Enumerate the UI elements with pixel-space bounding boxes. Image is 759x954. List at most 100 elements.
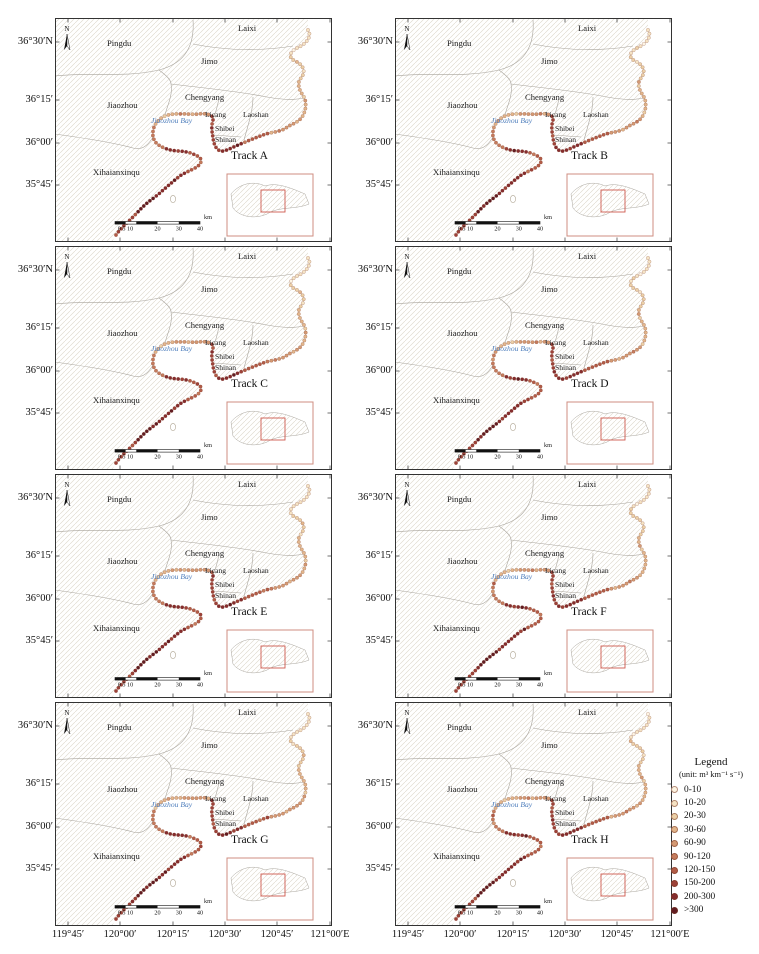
flux-dot	[194, 112, 199, 117]
flux-dot	[114, 461, 118, 465]
flux-dot	[172, 178, 177, 183]
scalebar-label-0: 0 5 10	[458, 454, 473, 461]
flux-dot	[210, 122, 215, 126]
flux-dot	[295, 274, 299, 278]
flux-dot	[189, 395, 194, 400]
flux-dot	[643, 98, 648, 103]
flux-dot	[198, 567, 203, 572]
flux-dot	[556, 604, 561, 609]
flux-dot	[481, 432, 486, 436]
flux-dot	[228, 374, 233, 379]
track-label: Track B	[571, 150, 608, 162]
flux-dot	[597, 590, 602, 595]
flux-dot	[306, 491, 311, 496]
flux-dot	[193, 393, 198, 398]
flux-dot	[514, 112, 519, 116]
scalebar-label-2: 30	[176, 682, 182, 689]
flux-dot	[491, 817, 495, 822]
flux-dot	[613, 358, 618, 362]
flux-dot	[636, 540, 641, 544]
flux-dot	[148, 882, 152, 887]
region-label-chengyang: Chengyang	[525, 320, 565, 330]
legend-row: 200-300	[663, 890, 759, 903]
region-label-pingdu: Pingdu	[107, 38, 132, 48]
flux-dot	[638, 44, 643, 49]
flux-dot	[284, 581, 289, 586]
flux-dot	[172, 148, 177, 153]
legend-row: 150-200	[663, 877, 759, 890]
flux-dot	[156, 346, 161, 351]
flux-dot	[516, 833, 521, 837]
inset-map	[566, 173, 654, 237]
flux-dot	[261, 816, 266, 821]
flux-dot	[284, 809, 289, 814]
flux-dot	[195, 154, 200, 158]
flux-dot	[550, 362, 555, 366]
scalebar-label-3: 40	[197, 910, 203, 917]
flux-dot	[186, 112, 191, 117]
flux-dot	[196, 163, 201, 168]
north-arrow-label: N	[65, 710, 70, 717]
flux-dot	[294, 288, 299, 292]
flux-dot	[526, 796, 531, 801]
flux-dot	[549, 126, 554, 130]
flux-dot	[535, 838, 540, 842]
flux-dot	[176, 377, 181, 381]
flux-dot	[159, 572, 164, 577]
flux-dot	[488, 882, 492, 887]
flux-dot	[526, 568, 531, 573]
flux-dot	[506, 183, 511, 188]
flux-dot	[639, 319, 644, 324]
flux-dot	[534, 796, 539, 801]
flux-dot	[641, 323, 646, 327]
flux-dot	[198, 384, 203, 389]
flux-dot	[601, 132, 606, 137]
flux-dot	[156, 574, 161, 579]
legend-class-label: 60-90	[684, 838, 706, 849]
flux-dot	[481, 204, 486, 208]
flux-dot	[211, 802, 215, 806]
flux-dot	[500, 145, 505, 150]
scalebar-label-1: 20	[494, 682, 500, 689]
flux-dot	[184, 605, 189, 610]
flux-dot	[235, 827, 240, 832]
flux-dot	[508, 147, 513, 152]
flux-dot	[184, 833, 189, 838]
flux-dot	[635, 575, 639, 580]
north-arrow: N	[404, 482, 411, 507]
flux-dot	[538, 156, 543, 161]
flux-dot	[289, 279, 293, 284]
legend-row: 20-30	[663, 810, 759, 823]
flux-dot	[473, 668, 478, 673]
flux-dot	[212, 597, 217, 602]
legend-class-label: 0-10	[684, 784, 702, 795]
track-label: Track A	[231, 150, 269, 162]
legend-title: Legend	[694, 756, 728, 768]
flux-dot	[298, 801, 303, 806]
lat-tick-label: 36°30′N	[17, 264, 53, 275]
lon-tick-label: 121°00′E	[310, 929, 350, 940]
flux-dot	[642, 794, 647, 799]
flux-dot	[590, 137, 595, 142]
legend-class-label: 120-150	[684, 865, 716, 876]
region-label-xihaianxinqu: Xihaianxinqu	[433, 167, 480, 177]
flux-dot	[235, 371, 240, 376]
flux-dot	[182, 568, 187, 572]
flux-dot	[189, 167, 194, 172]
flux-dot	[639, 91, 644, 96]
flux-dot	[269, 814, 274, 819]
flux-dot	[273, 130, 278, 134]
flux-dot	[141, 660, 146, 664]
flux-dot	[281, 127, 285, 132]
flux-dot	[116, 457, 121, 462]
flux-dot	[214, 145, 218, 150]
flux-dot	[303, 102, 308, 107]
flux-dot	[277, 129, 282, 133]
flux-dot	[156, 802, 161, 807]
inset-map	[226, 401, 314, 465]
flux-dot	[212, 141, 217, 146]
flux-dot	[479, 434, 483, 439]
scalebar-label-3: 40	[197, 454, 203, 461]
flux-dot	[304, 39, 309, 43]
flux-dot	[190, 568, 195, 573]
